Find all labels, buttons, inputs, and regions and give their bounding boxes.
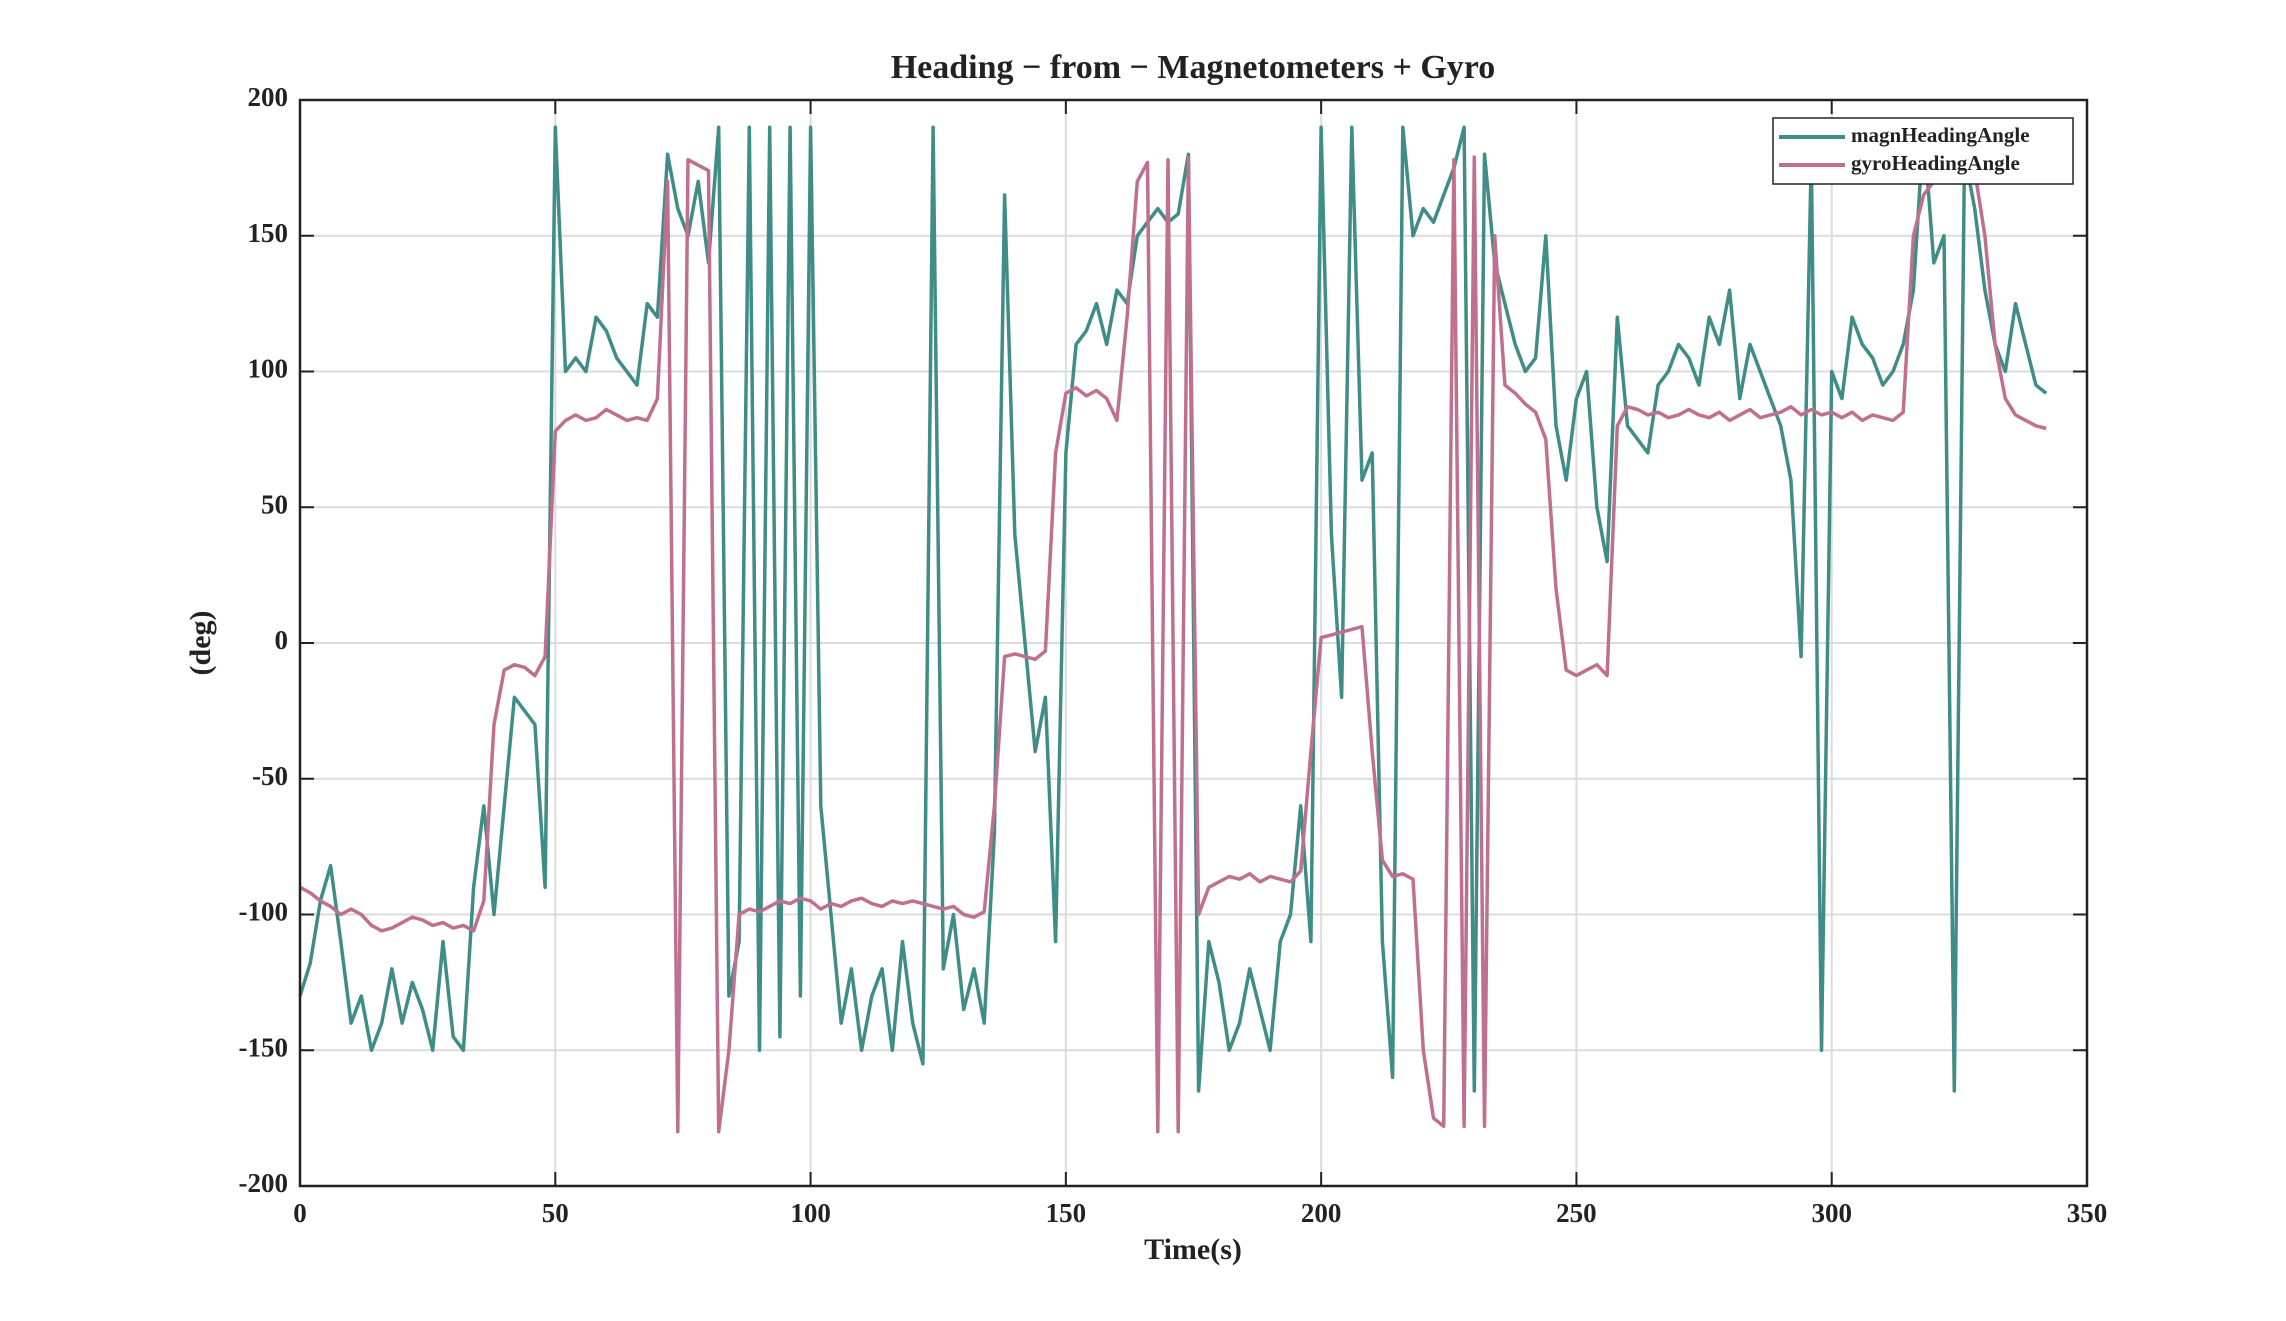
- x-tick-label: 250: [1556, 1198, 1597, 1228]
- y-tick-label: 200: [248, 82, 289, 112]
- y-tick-label: -100: [239, 897, 289, 927]
- data-line: [298, 125, 2048, 1093]
- x-tick-label: 200: [1301, 1198, 1342, 1228]
- data-line: [299, 155, 2047, 1134]
- x-tick-label: 0: [293, 1198, 307, 1228]
- y-tick-label: -50: [252, 761, 288, 791]
- y-tick-label: -150: [239, 1032, 289, 1062]
- chart-title: Heading − from − Magnetometers + Gyro: [891, 49, 1496, 86]
- y-tick-label: -200: [239, 1168, 289, 1198]
- x-tick-label: 300: [1811, 1198, 1852, 1228]
- x-tick-label: 150: [1046, 1198, 1087, 1228]
- x-tick-label: 50: [542, 1198, 569, 1228]
- legend-label: gyroHeadingAngle: [1851, 151, 2020, 175]
- y-tick-label: 150: [248, 218, 289, 248]
- x-tick-label: 350: [2067, 1198, 2108, 1228]
- y-tick-label: 50: [261, 489, 288, 519]
- x-axis-label: Time(s): [1144, 1233, 1242, 1266]
- legend-box: [1772, 117, 2074, 185]
- x-tick-label: 100: [790, 1198, 831, 1228]
- y-tick-label: 0: [275, 625, 289, 655]
- y-tick-label: 100: [248, 354, 289, 384]
- y-axis-label: (deg): [184, 611, 217, 676]
- legend-label: magnHeadingAngle: [1851, 123, 2030, 147]
- plot-frame: [298, 98, 2089, 1188]
